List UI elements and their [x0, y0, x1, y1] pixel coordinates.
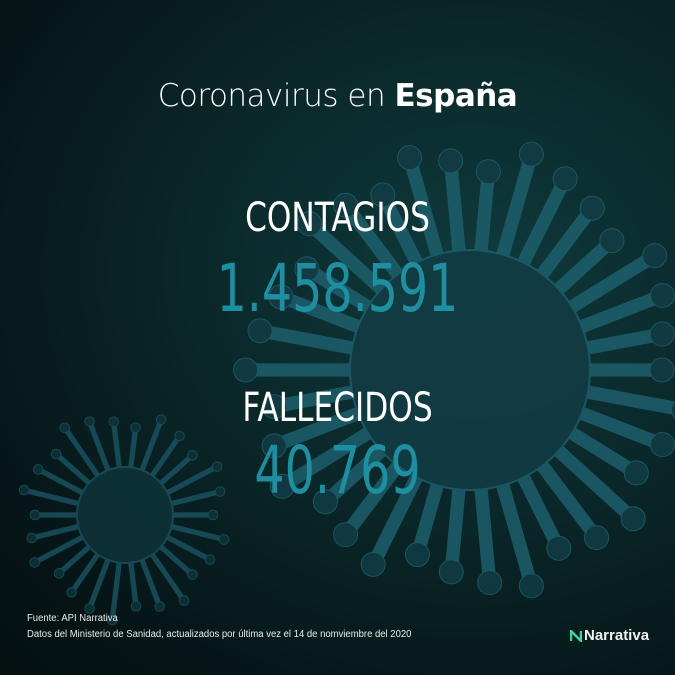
data-note: Datos del Ministerio de Sanidad, actuali…	[27, 629, 412, 640]
fallecidos-value: 40.769	[254, 432, 421, 509]
narrativa-logo: Narrativa	[570, 627, 649, 644]
narrativa-n-icon	[570, 629, 582, 642]
contagios-label: CONTAGIOS	[245, 195, 430, 241]
source-text: Fuente: API Narrativa	[27, 613, 118, 624]
logo-text: Narrativa	[584, 627, 650, 644]
page-title: Coronavirus en España	[157, 78, 518, 114]
fallecidos-label: FALLECIDOS	[242, 385, 433, 431]
contagios-value: 1.458.591	[216, 250, 459, 327]
